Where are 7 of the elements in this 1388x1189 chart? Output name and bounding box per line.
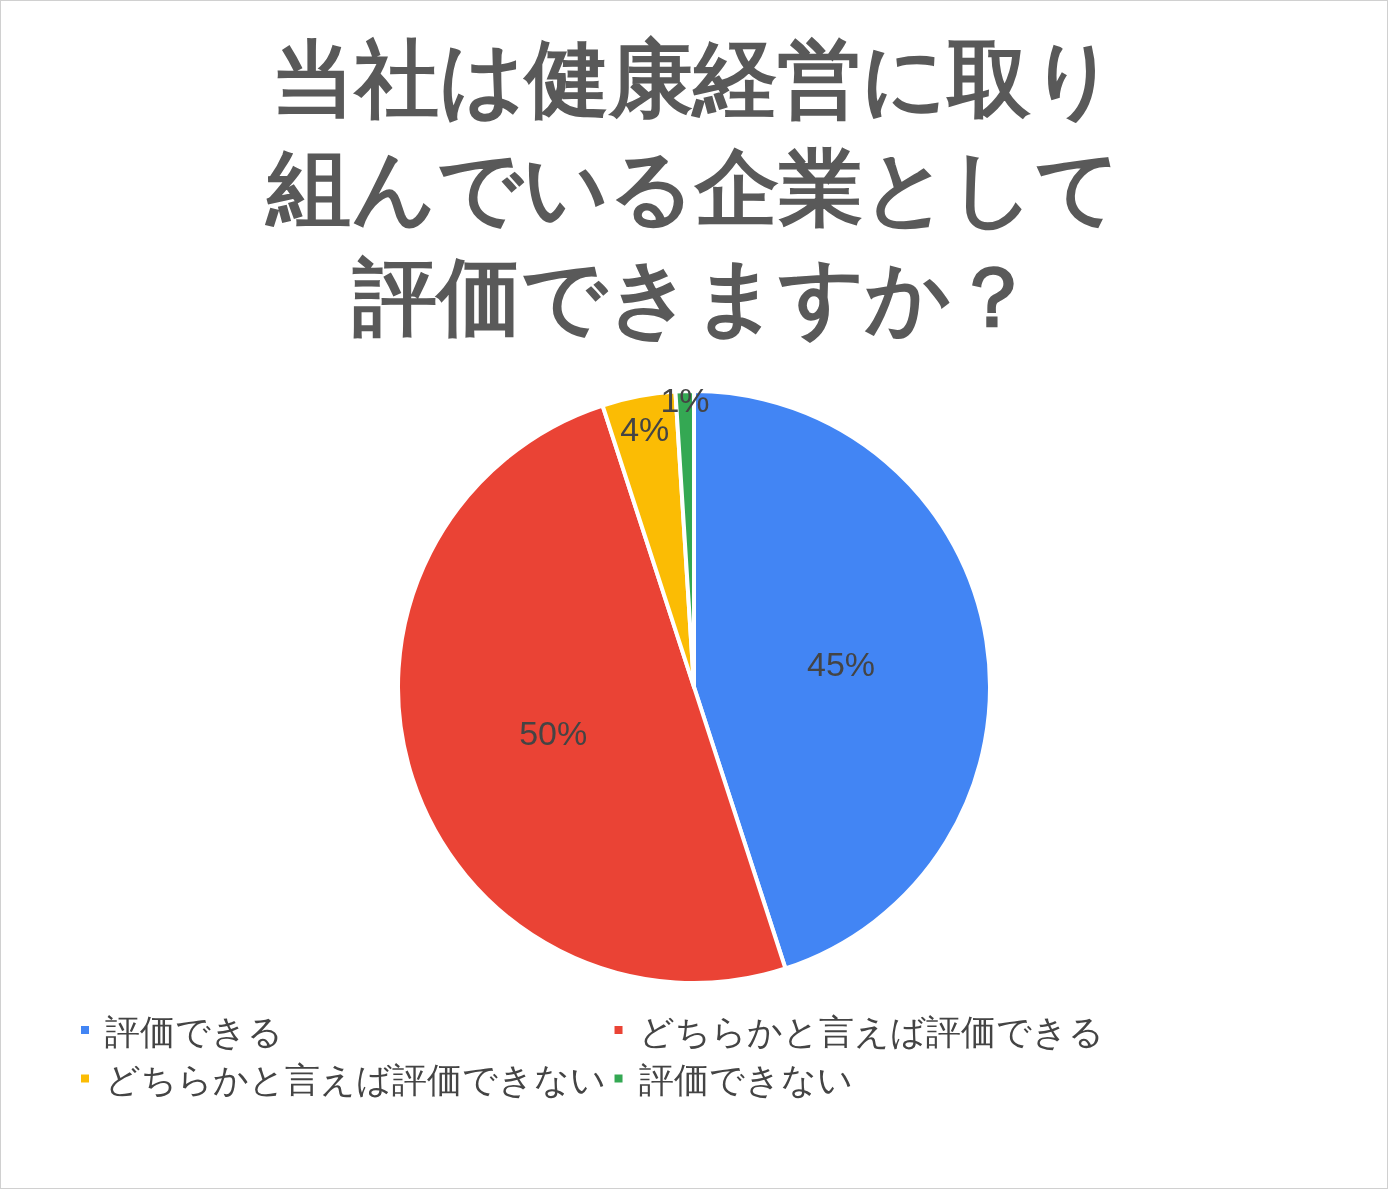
data-label: 45% (807, 644, 876, 683)
data-label: 50% (519, 713, 588, 752)
legend-label: どちらかと言えば評価できる (638, 1011, 1104, 1051)
legend-label: 評価できる (105, 1011, 284, 1051)
legend-label: 評価できない (638, 1060, 853, 1100)
legend-label: どちらかと言えば評価できない (105, 1060, 607, 1100)
chart-title: 当社は健康経営に取り組んでいる企業として評価できますか？ (264, 31, 1121, 345)
